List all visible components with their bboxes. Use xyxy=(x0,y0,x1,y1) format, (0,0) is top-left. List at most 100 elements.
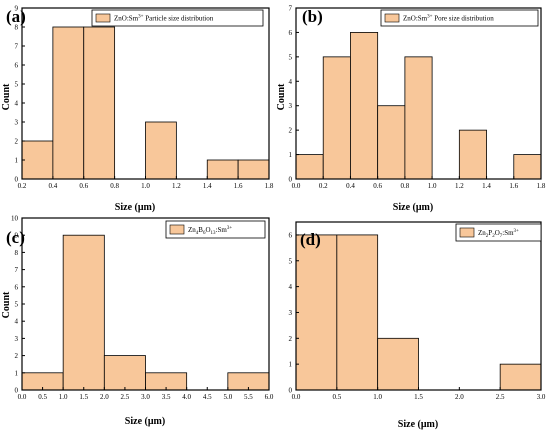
histogram-bar xyxy=(513,154,542,180)
y-axis-title: Count xyxy=(276,83,287,110)
histogram-bar xyxy=(206,159,239,180)
legend-box xyxy=(165,220,266,239)
legend-label: ZnO:Sm3+ Pore size distribution xyxy=(403,15,494,23)
y-tick-label: 1 xyxy=(289,361,293,369)
x-tick-label: 0.5 xyxy=(38,393,47,401)
x-tick-label: 0.5 xyxy=(332,393,341,401)
x-tick-label: 1.8 xyxy=(265,182,274,190)
x-tick-label: 1.2 xyxy=(172,182,181,190)
y-tick-label: 0 xyxy=(289,176,293,184)
legend-swatch xyxy=(384,13,400,23)
y-tick-label: 5 xyxy=(15,81,19,89)
x-tick-label: 3.5 xyxy=(162,393,171,401)
panel-label: (c) xyxy=(6,228,25,247)
histogram-bar xyxy=(145,121,177,180)
x-tick-label: 0.6 xyxy=(373,182,382,190)
x-tick-label: 2.5 xyxy=(496,393,505,401)
x-tick-label: 1.0 xyxy=(141,182,150,190)
y-tick-label: 4 xyxy=(289,283,293,291)
x-tick-label: 3.0 xyxy=(537,393,546,401)
y-tick-label: 3 xyxy=(15,335,19,343)
y-tick-label: 4 xyxy=(15,318,19,326)
y-axis-title: Count xyxy=(1,83,12,110)
x-tick-label: 1.0 xyxy=(59,393,68,401)
y-tick-label: 7 xyxy=(15,43,19,51)
legend-swatch xyxy=(169,224,185,235)
x-axis-title: Size (μm) xyxy=(125,416,165,427)
y-tick-label: 3 xyxy=(289,309,293,317)
x-tick-label: 5.0 xyxy=(223,393,232,401)
histogram-bar xyxy=(336,234,379,391)
y-tick-label: 0 xyxy=(15,176,19,184)
x-tick-label: 0.4 xyxy=(49,182,58,190)
x-tick-label: 0.2 xyxy=(319,182,328,190)
plot-frame xyxy=(295,7,542,180)
histogram-bar xyxy=(404,56,433,180)
legend-label: Zn4B6O13:Sm3+ xyxy=(188,226,232,236)
histogram-bar xyxy=(295,234,338,391)
panel-label: (b) xyxy=(302,7,323,26)
y-tick-label: 2 xyxy=(15,138,19,146)
panel-c: 0.0 0.5 1.0 1.5 2.0 2.5 3.0 3.5 4.0 4.5 5.0 5.5 6.0 0… xyxy=(1,215,274,428)
y-tick-label: 9 xyxy=(15,232,19,240)
histogram-bar xyxy=(377,105,406,180)
legend-label: ZnO:Sm3+ Particle size distribution xyxy=(114,15,214,23)
y-tick-label: 4 xyxy=(15,100,19,108)
y-tick-label: 5 xyxy=(289,257,293,265)
x-tick-label: 0.0 xyxy=(18,393,27,401)
y-tick-label: 0 xyxy=(15,387,19,395)
x-tick-label: 0.8 xyxy=(401,182,410,190)
histogram-bar xyxy=(322,56,351,180)
y-axis-title: Count xyxy=(1,291,12,318)
histogram-bar xyxy=(62,234,105,391)
y-tick-label: 0 xyxy=(289,387,293,395)
y-tick-label: 8 xyxy=(15,24,19,32)
histogram-bar xyxy=(350,32,379,180)
y-tick-label: 5 xyxy=(15,301,19,309)
histogram-bar xyxy=(499,363,542,391)
x-axis-title: Size (μm) xyxy=(398,419,438,430)
x-tick-label: 4.0 xyxy=(182,393,191,401)
y-tick-label: 3 xyxy=(289,102,293,110)
x-tick-label: 1.5 xyxy=(79,393,88,401)
histogram-bar xyxy=(377,337,419,391)
y-tick-label: 6 xyxy=(15,283,19,291)
y-tick-label: 1 xyxy=(15,369,19,377)
panel-d: 0.0 0.5 1.0 1.5 2.0 2.5 3.0 0 1 2 3 4 5 6 (d) Size (μm)… xyxy=(289,221,546,430)
x-tick-label: 1.0 xyxy=(373,393,382,401)
y-tick-label: 9 xyxy=(15,5,19,13)
x-tick-label: 1.8 xyxy=(537,182,546,190)
x-tick-label: 0.0 xyxy=(292,182,301,190)
x-tick-label: 1.4 xyxy=(203,182,212,190)
x-tick-label: 0.8 xyxy=(110,182,119,190)
panel-b: 0.0 0.2 0.4 0.6 0.8 1.0 1.2 1.4 1.6 1.8 0 1 2 3 4 5 6 7 (b… xyxy=(276,5,546,214)
x-tick-label: 0.0 xyxy=(292,393,301,401)
y-tick-label: 10 xyxy=(11,215,19,223)
x-axis-title: Size (μm) xyxy=(393,202,433,213)
x-tick-label: 2.5 xyxy=(121,393,130,401)
y-tick-label: 1 xyxy=(289,151,293,159)
x-tick-label: 6.0 xyxy=(265,393,274,401)
y-tick-label: 8 xyxy=(15,249,19,257)
x-tick-label: 1.6 xyxy=(234,182,243,190)
x-axis-title: Size (μm) xyxy=(115,202,155,213)
legend-box xyxy=(91,9,264,27)
panel-a: 0.2 0.4 0.6 0.8 1.0 1.2 1.4 1.6 1.8 0 1 2 3 4 5 6 7 8 9(a)… xyxy=(1,5,274,214)
y-tick-label: 1 xyxy=(15,157,19,165)
histogram-bar xyxy=(237,159,270,180)
y-tick-label: 6 xyxy=(15,62,19,70)
x-tick-label: 1.5 xyxy=(414,393,423,401)
x-tick-label: 1.4 xyxy=(482,182,491,190)
x-tick-label: 3.0 xyxy=(141,393,150,401)
panel-label: (a) xyxy=(6,7,26,26)
x-tick-label: 1.2 xyxy=(455,182,464,190)
y-tick-label: 6 xyxy=(289,231,293,239)
panel-label: (d) xyxy=(300,230,321,249)
histogram-bar xyxy=(52,26,85,180)
histogram-bar xyxy=(103,355,146,391)
x-tick-label: 5.5 xyxy=(244,393,253,401)
x-tick-label: 0.2 xyxy=(18,182,27,190)
histogram-bar xyxy=(21,140,54,180)
x-tick-label: 0.6 xyxy=(79,182,88,190)
